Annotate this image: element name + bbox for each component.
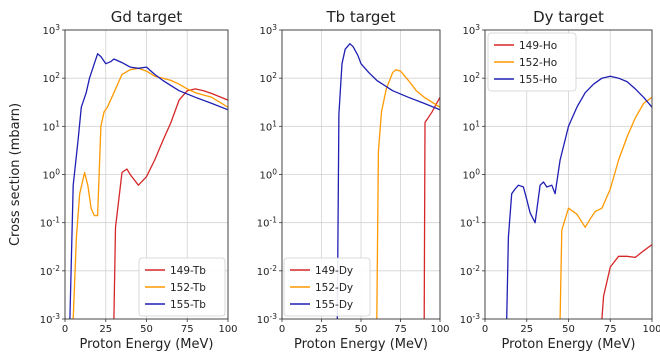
chart-panel-2: 0 25 50 75 100 10-3 10-2 10-1 100 101 102 103 Tb tar… — [257, 8, 450, 352]
y-tick-label: 100 — [42, 168, 60, 182]
x-tick-label: 25 — [315, 324, 328, 335]
series-line-149-tb — [113, 88, 228, 319]
legend-label: 152-Tb — [170, 282, 206, 294]
legend-box — [487, 32, 577, 92]
x-tick-label: 0 — [482, 324, 488, 335]
panel-title: Dy target — [533, 8, 604, 26]
legend-label: 149-Tb — [170, 265, 206, 277]
series-line-149-ho — [601, 244, 652, 319]
x-tick-label: 100 — [218, 324, 237, 335]
x-tick-label: 100 — [642, 324, 660, 335]
legend: 149-Ho 152-Ho 155-Ho — [487, 32, 577, 92]
legend-box — [138, 257, 226, 317]
y-tick-label: 101 — [259, 119, 277, 133]
series-line-152-tb — [72, 67, 228, 319]
y-tick-label: 103 — [462, 23, 480, 37]
y-tick-label: 101 — [462, 119, 480, 133]
y-tick-label: 102 — [462, 71, 480, 85]
y-axis-label: Cross section (mbarn) — [8, 103, 23, 246]
legend: 149-Dy 152-Dy 155-Dy — [283, 257, 371, 317]
y-tick-label: 102 — [42, 71, 60, 85]
legend-label: 152-Dy — [315, 282, 353, 294]
panel-title: Gd target — [111, 8, 183, 26]
chart-panel-3: 0 25 50 75 100 10-3 10-2 10-1 100 101 102 103 Dy tar… — [460, 8, 660, 352]
x-tick-label: 25 — [99, 324, 112, 335]
legend-box — [283, 257, 371, 317]
y-tick-label: 103 — [42, 23, 60, 37]
x-tick-label: 0 — [279, 324, 285, 335]
series-line-152-dy — [376, 69, 440, 319]
y-tick-label: 10-1 — [460, 216, 480, 230]
x-tick-label: 25 — [520, 324, 533, 335]
x-axis-label: Proton Energy (MeV) — [294, 337, 428, 352]
x-tick-label: 0 — [62, 324, 68, 335]
series-line-155-tb — [69, 53, 228, 319]
x-tick-label: 75 — [181, 324, 194, 335]
legend-label: 152-Ho — [519, 57, 557, 69]
chart-panel-1: 0 25 50 75 100 10-3 10-2 10-1 100 101 102 103 Gd tar… — [8, 8, 238, 352]
legend-label: 149-Ho — [519, 40, 557, 52]
y-tick-label: 103 — [259, 23, 277, 37]
series-line-152-ho — [559, 96, 652, 319]
y-tick-label: 10-2 — [460, 264, 480, 278]
y-tick-label: 10-3 — [460, 312, 480, 326]
series-line-155-dy — [336, 43, 440, 319]
panel-title: Tb target — [325, 8, 395, 26]
x-tick-label: 50 — [355, 324, 368, 335]
x-tick-label: 50 — [140, 324, 153, 335]
x-axis-label: Proton Energy (MeV) — [80, 337, 214, 352]
y-tick-label: 102 — [259, 71, 277, 85]
x-tick-label: 75 — [604, 324, 617, 335]
legend-label: 155-Tb — [170, 299, 206, 311]
y-tick-label: 101 — [42, 119, 60, 133]
y-tick-label: 100 — [462, 168, 480, 182]
legend-label: 155-Ho — [519, 74, 557, 86]
y-tick-label: 10-3 — [257, 312, 277, 326]
y-tick-label: 10-3 — [40, 312, 60, 326]
y-tick-label: 100 — [259, 168, 277, 182]
x-tick-label: 75 — [394, 324, 407, 335]
x-tick-label: 50 — [562, 324, 575, 335]
y-tick-label: 10-1 — [257, 216, 277, 230]
legend: 149-Tb 152-Tb 155-Tb — [138, 257, 226, 317]
legend-label: 149-Dy — [315, 265, 353, 277]
x-axis-label: Proton Energy (MeV) — [502, 337, 636, 352]
series-line-155-ho — [506, 75, 652, 319]
series-line-149-dy — [423, 96, 440, 319]
y-tick-label: 10-2 — [40, 264, 60, 278]
x-tick-label: 100 — [430, 324, 449, 335]
y-tick-label: 10-2 — [257, 264, 277, 278]
legend-label: 155-Dy — [315, 299, 353, 311]
y-tick-label: 10-1 — [40, 216, 60, 230]
